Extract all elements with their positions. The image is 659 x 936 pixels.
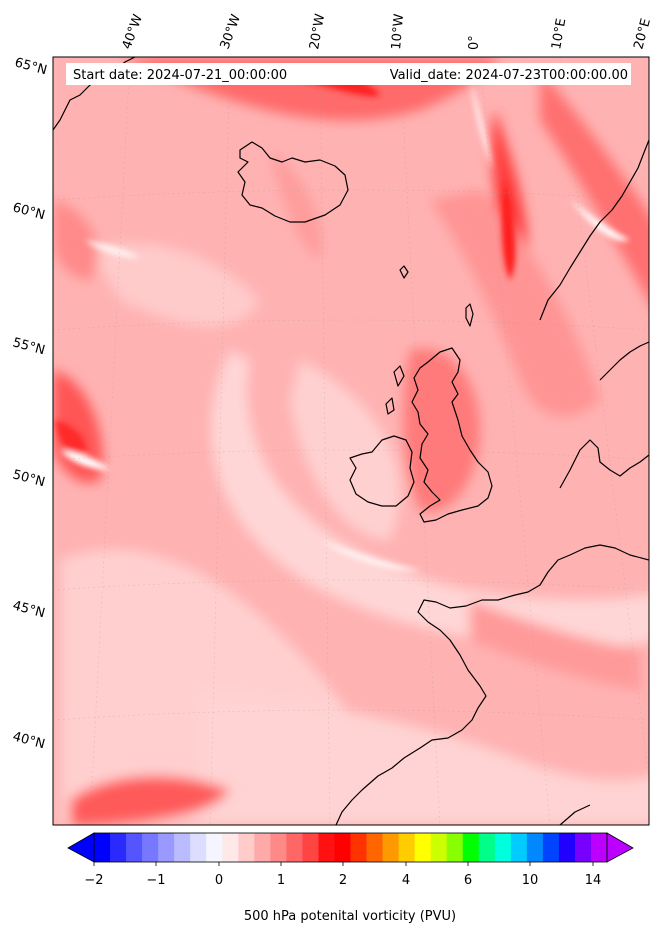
colorbar-cell [158,833,175,862]
lat-label: 45°N [11,598,47,621]
colorbar-tick-label: −2 [84,873,103,888]
coast-iceland [237,141,349,223]
latitude-labels: 65°N 60°N 55°N 50°N 45°N 40°N [11,55,49,752]
colorbar-cell [286,833,303,862]
coast-iberia-south [559,804,591,825]
colorbar-label: 500 hPa potenital vorticity (PVU) [244,909,456,924]
header-box [66,63,631,85]
colorbar-cell [142,833,159,862]
colorbar-cell [126,833,143,862]
lat-label: 50°N [11,467,47,490]
coast-norway [539,139,649,321]
colorbar-cell [526,833,544,862]
colorbar-cell [590,833,608,862]
colorbar-cell [110,833,127,862]
pv-mid-band-upper [270,150,322,260]
colorbar-tick-label: 6 [464,873,472,888]
colorbar-cell [190,833,207,862]
colorbar-cell [446,833,464,862]
colorbar-cell [302,833,319,862]
colorbar-ticks [93,862,594,866]
map-frame [52,56,650,826]
colorbar-cell [398,833,416,862]
colorbar-cell [366,833,383,862]
map-panel [53,57,649,825]
pv-low-region-mid [90,243,260,327]
colorbar-cell [222,833,239,862]
colorbar-tick-label: 4 [402,873,410,888]
colorbar-cell [174,833,191,862]
lat-label: 40°N [11,729,47,752]
colorbar-tick-label: 14 [585,873,602,888]
lat-label: 60°N [11,200,47,223]
pv-mid-band-south [470,600,640,690]
lon-label: 10°E [549,17,569,50]
colorbar-cell [430,833,448,862]
lon-label: 0° [467,35,482,50]
longitude-labels: 40°W 30°W 20°W 10°W 0° 10°E 20°E [120,12,654,51]
coast-hebrides [385,365,405,415]
lon-label: 20°E [631,17,654,51]
pv-peak-west [55,420,86,455]
colorbar-cell [206,833,223,862]
pv-white-streak-north [470,80,492,170]
colorbar-tick-labels: −2 −1 0 1 2 4 6 10 14 [84,873,601,888]
colorbar-cells [94,833,608,862]
lat-label: 55°N [11,335,47,358]
pv-high-southwest [70,776,230,825]
start-date-label: Start date: 2024-07-21_00:00:00 [73,68,287,83]
colorbar-frame [93,832,608,863]
pv-white-streak-west [60,450,110,470]
colorbar-cell [478,833,496,862]
coast-faroe [399,265,409,279]
colorbar: −2 −1 0 1 2 4 6 10 14 500 hPa potenital … [67,832,634,924]
colorbar-tick-label: −1 [146,873,165,888]
colorbar-tick-label: 1 [277,873,285,888]
colorbar-cell [334,833,351,862]
coast-europe [335,544,649,825]
lon-label: 40°W [120,12,146,51]
colorbar-tick-label: 2 [339,873,347,888]
pv-white-streak-nw [85,240,140,258]
colorbar-tick-label: 10 [522,873,539,888]
colorbar-cell [270,833,287,862]
colorbar-cell [254,833,271,862]
lon-label: 10°W [389,13,407,50]
colorbar-tick-label: 0 [215,873,223,888]
pv-peak-scandinavia [501,180,516,280]
colorbar-cell [350,833,367,862]
colorbar-cell [382,833,399,862]
pv-low-band [211,350,649,648]
pv-high-uk [403,348,480,512]
pv-mid-region-west [53,200,98,280]
pv-low-region-center [290,360,400,540]
colorbar-cell [558,833,576,862]
coast-scotland [411,347,493,523]
colorbar-cell [238,833,255,862]
coast-sweden [599,341,649,381]
colorbar-arrow-low [67,832,95,863]
graticule [53,57,649,825]
valid-date-label: Valid_date: 2024-07-23T00:00:00.00 [390,68,628,83]
colorbar-arrow-high [606,832,634,863]
colorbar-cell [510,833,528,862]
colorbar-cell [94,833,111,862]
colorbar-cell [414,833,432,862]
colorbar-cell [462,833,480,862]
colorbar-cell [494,833,512,862]
pv-low-region-south [200,690,649,825]
coast-shetland [465,303,474,327]
coast-ireland [349,435,415,507]
pv-mid-band-ne [430,190,600,417]
lon-label: 30°W [218,12,244,51]
lat-label: 65°N [13,55,49,78]
colorbar-cell [542,833,560,862]
lon-label: 20°W [307,13,328,51]
pv-high-jet-northeast [540,70,649,301]
coast-denmark-baltic [559,439,649,489]
colorbar-cell [318,833,335,862]
pv-field-contours [53,57,649,825]
colorbar-cell [574,833,592,862]
